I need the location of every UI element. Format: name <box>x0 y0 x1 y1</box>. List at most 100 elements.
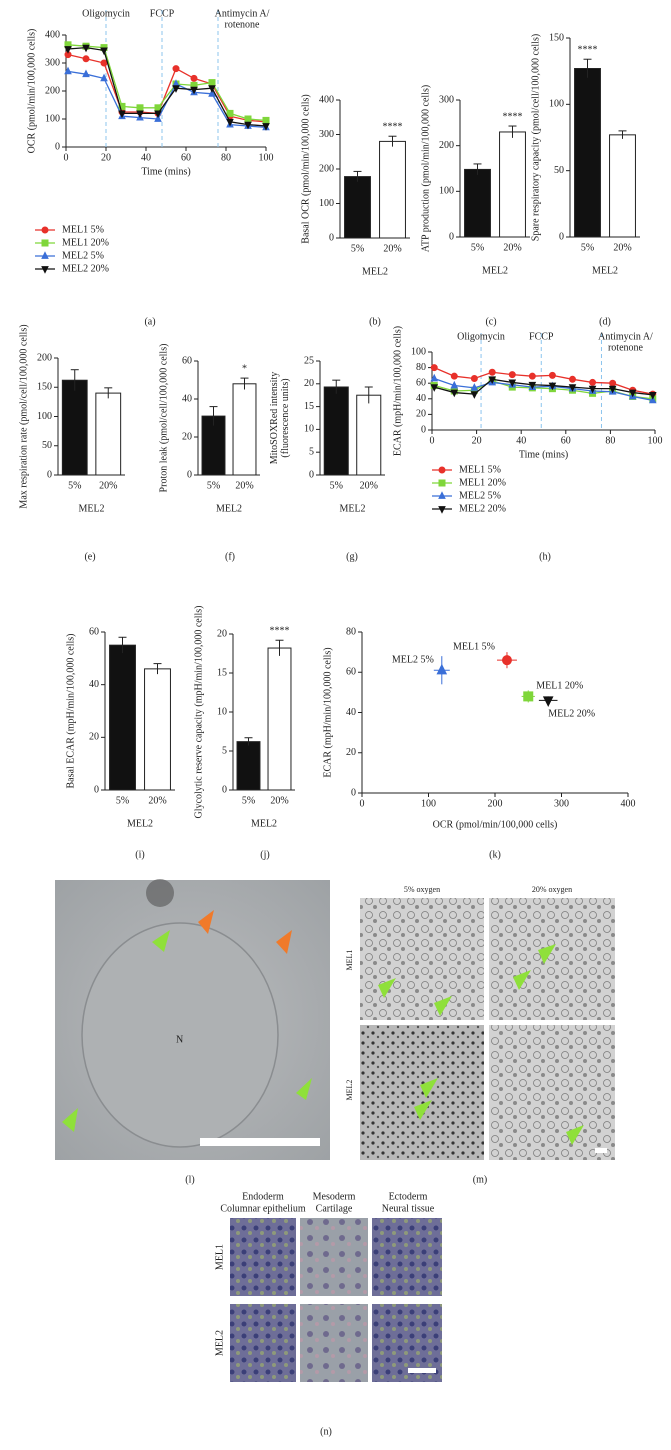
marker <box>528 381 537 390</box>
marker <box>430 373 439 382</box>
micrograph-l: N (l) <box>55 879 330 1185</box>
injection-label: rotenone <box>608 342 644 353</box>
panel-label: (c) <box>485 316 496 327</box>
significance: **** <box>270 626 290 637</box>
marker <box>118 102 126 110</box>
y-tick-label: 0 <box>559 231 564 242</box>
x-tick-label: 5% <box>330 480 343 491</box>
x-tick-label: 20% <box>360 480 378 491</box>
y-tick-label: 20 <box>217 628 227 639</box>
x-axis-label: MEL2 <box>216 503 242 514</box>
injection-label: Oligomycin <box>82 8 130 19</box>
marker <box>568 375 576 383</box>
x-tick-label: 300 <box>554 798 569 809</box>
x-tick-label: 5% <box>242 795 255 806</box>
legend-marker <box>438 506 446 514</box>
y-tick-label: 40 <box>182 393 192 404</box>
injection-label: FCCP <box>150 8 175 19</box>
x-tick-label: 0 <box>360 798 365 809</box>
marker <box>136 110 144 119</box>
marker <box>470 391 479 399</box>
panel-label: (a) <box>144 316 155 327</box>
marker <box>190 86 198 95</box>
marker <box>190 74 198 82</box>
legend-label: MEL2 20% <box>62 263 109 274</box>
arrowhead <box>198 910 214 934</box>
histology-n: Endoderm Columnar epithelium Mesoderm Ca… <box>214 1191 442 1437</box>
marker <box>430 364 438 372</box>
panel-label: (i) <box>135 849 144 860</box>
marker <box>172 65 180 73</box>
marker <box>628 389 637 398</box>
x-axis-label: MEL2 <box>482 265 508 276</box>
y-tick-label: 400 <box>45 29 60 40</box>
y-axis-label: Basal ECAR (mpH/min/100,000 cells) <box>65 634 76 789</box>
marker <box>648 395 657 404</box>
y-tick-label: 20 <box>182 431 192 442</box>
line <box>67 44 267 122</box>
x-axis-label: MEL2 <box>127 818 153 829</box>
image <box>360 898 484 1020</box>
marker <box>136 104 144 112</box>
x-tick-label: 80 <box>221 152 231 163</box>
y-tick-label: 5 <box>222 745 227 756</box>
marker <box>226 118 234 127</box>
x-tick-label: 5% <box>351 243 364 254</box>
marker <box>488 368 496 376</box>
legend-label: MEL1 5% <box>459 464 501 475</box>
nucleus-label: N <box>176 1034 183 1045</box>
panel-label: (e) <box>84 551 95 562</box>
marker <box>470 383 479 391</box>
y-tick-label: 80 <box>416 362 426 373</box>
point-label: MEL1 20% <box>536 681 583 692</box>
scale-bar <box>408 1368 436 1373</box>
x-tick-label: 100 <box>648 435 663 446</box>
x-tick-label: 20% <box>383 243 401 254</box>
x-tick-label: 100 <box>421 798 436 809</box>
y-tick-label: 40 <box>416 393 426 404</box>
y-tick-label: 80 <box>346 626 356 637</box>
marker <box>589 378 597 386</box>
x-tick-label: 20% <box>235 480 253 491</box>
line <box>434 377 653 401</box>
x-tick-label: 20% <box>99 480 117 491</box>
row-label: MEL1 <box>214 1244 225 1270</box>
column-label: Mesoderm <box>313 1191 356 1202</box>
y-tick-label: 100 <box>37 411 52 422</box>
x-tick-label: 60 <box>181 152 191 163</box>
y-tick-label: 0 <box>329 232 334 243</box>
point-label: MEL2 5% <box>392 655 434 666</box>
y-tick-label: 100 <box>45 113 60 124</box>
y-tick-label: 60 <box>346 667 356 678</box>
x-tick-label: 200 <box>488 798 503 809</box>
x-tick-label: 60 <box>561 435 571 446</box>
marker <box>154 114 162 122</box>
x-tick-label: 20% <box>270 795 288 806</box>
marker <box>208 89 216 97</box>
y-tick-label: 200 <box>45 85 60 96</box>
arrowhead <box>414 1100 432 1120</box>
y-tick-label: 10 <box>217 706 227 717</box>
column-label: Columnar epithelium <box>220 1203 305 1214</box>
y-tick-label: 0 <box>222 784 227 795</box>
micrograph-m: 5% oxygen 20% oxygen MEL1 MEL2 (m) <box>345 885 615 1185</box>
y-axis-label: Proton leak (pmol/cell/100,000 cells) <box>158 344 169 493</box>
column-label: Cartilage <box>316 1203 353 1214</box>
legend-label: MEL2 5% <box>62 250 104 261</box>
y-tick-label: 50 <box>554 165 564 176</box>
column-label: Ectoderm <box>389 1191 428 1202</box>
arrowhead <box>513 970 531 990</box>
y-tick-label: 0 <box>55 141 60 152</box>
marker <box>548 382 557 391</box>
panel-label: (k) <box>489 849 501 860</box>
marker <box>82 69 90 78</box>
legend-marker <box>438 479 446 487</box>
legend-label: MEL2 5% <box>459 490 501 501</box>
y-tick-label: 0 <box>187 469 192 480</box>
marker <box>608 385 617 394</box>
arrowhead <box>434 996 452 1016</box>
bar <box>61 379 88 476</box>
image <box>300 1304 368 1382</box>
marker <box>100 73 108 82</box>
